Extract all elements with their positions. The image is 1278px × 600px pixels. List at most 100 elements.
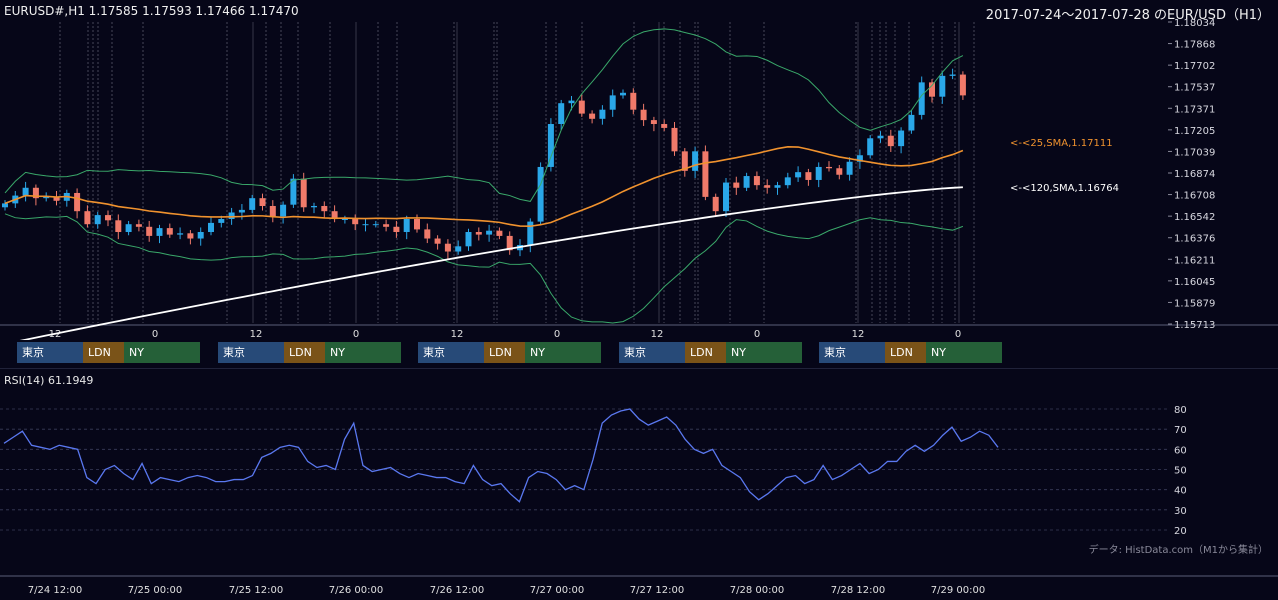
bearish-candle (702, 151, 709, 197)
hour-tick-label: 0 (554, 329, 560, 340)
hour-tick-label: 12 (852, 329, 865, 340)
bullish-candle (939, 75, 946, 97)
y-tick-label: 1.17039 (1174, 147, 1215, 158)
bearish-candle (331, 211, 338, 219)
bullish-candle (743, 176, 750, 188)
bearish-candle (74, 192, 81, 212)
rsi-chart[interactable]: 80 70 60 50 40 30 20 (0, 368, 1278, 568)
date-label: 7/29 00:00 (931, 585, 985, 596)
bullish-candle (22, 187, 29, 196)
bullish-candle (918, 82, 925, 115)
bearish-candle (475, 232, 482, 235)
bullish-candle (949, 74, 956, 76)
date-label: 7/25 00:00 (128, 585, 182, 596)
bullish-candle (795, 172, 802, 178)
y-tick-label: 1.17205 (1174, 126, 1215, 137)
bearish-candle (321, 205, 328, 212)
bullish-candle (218, 218, 225, 223)
bearish-candle (434, 238, 441, 244)
rsi-tick-label: 50 (1174, 466, 1187, 477)
bearish-candle (352, 218, 359, 225)
bullish-candle (156, 228, 163, 236)
symbol-info: EURUSD#,H1 1.17585 1.17593 1.17466 1.174… (4, 4, 299, 18)
ny-session: NY (726, 342, 802, 363)
rsi-tick-label: 80 (1174, 405, 1187, 416)
bearish-candle (135, 224, 142, 227)
hour-tick-label: 0 (152, 329, 158, 340)
bullish-candle (867, 138, 874, 156)
bearish-candle (146, 226, 153, 236)
session-group: 東京 LDN NY (819, 342, 1002, 363)
bearish-candle (105, 215, 111, 221)
bearish-candle (650, 120, 657, 125)
date-label: 7/25 12:00 (229, 585, 283, 596)
date-label: 7/26 00:00 (329, 585, 383, 596)
hour-tick-label: 0 (754, 329, 760, 340)
bullish-candle (341, 218, 348, 220)
y-tick-label: 1.15713 (1174, 320, 1215, 331)
ny-session: NY (525, 342, 601, 363)
bullish-candle (877, 135, 884, 139)
rsi-tick-label: 20 (1174, 526, 1187, 537)
tokyo-session: 東京 (418, 342, 484, 363)
bullish-candle (774, 185, 781, 188)
data-credit: データ: HistData.com（M1から集計） (1088, 545, 1268, 556)
ny-session: NY (124, 342, 200, 363)
london-session: LDN (685, 342, 726, 363)
y-tick-label: 1.17537 (1174, 83, 1215, 94)
bearish-candle (506, 235, 513, 251)
date-label: 7/27 00:00 (530, 585, 584, 596)
bullish-candle (815, 166, 822, 180)
bullish-candle (465, 232, 472, 247)
date-label: 7/24 12:00 (28, 585, 82, 596)
bearish-candle (733, 182, 740, 188)
tokyo-session: 東京 (619, 342, 685, 363)
bullish-candle (908, 114, 915, 131)
bullish-candle (558, 103, 565, 125)
bullish-candle (208, 222, 214, 233)
date-range-title: 2017-07-24～2017-07-28 のEUR/USD（H1） (985, 8, 1270, 23)
bearish-candle (959, 74, 966, 96)
bollinger-upper (4, 28, 964, 202)
rsi-tick-label: 30 (1174, 506, 1187, 517)
bullish-candle (599, 109, 606, 119)
y-tick-label: 1.16045 (1174, 277, 1215, 288)
bullish-candle (372, 224, 379, 226)
bullish-candle (527, 221, 534, 246)
rsi-tick-label: 60 (1174, 445, 1187, 456)
hour-tick-label: 12 (451, 329, 464, 340)
rsi-label: RSI(14) 61.1949 (4, 374, 94, 387)
bearish-candle (32, 187, 39, 199)
y-tick-label: 1.18034 (1174, 18, 1215, 29)
bullish-candle (568, 100, 575, 104)
bearish-candle (383, 224, 390, 227)
rsi-tick-label: 40 (1174, 486, 1187, 497)
ny-session: NY (325, 342, 401, 363)
y-tick-label: 1.17371 (1174, 104, 1215, 115)
bearish-candle (589, 113, 596, 119)
bearish-candle (661, 124, 668, 128)
bearish-candle (53, 196, 60, 201)
bearish-candle (269, 205, 276, 217)
bullish-candle (620, 92, 626, 96)
price-chart[interactable]: 1.18034 1.17868 1.17702 1.17537 1.17371 1.172… (0, 0, 1278, 340)
bullish-candle (228, 212, 235, 219)
bearish-candle (414, 218, 420, 230)
bearish-candle (578, 100, 585, 114)
y-tick-label: 1.16376 (1174, 234, 1215, 245)
bullish-candle (692, 151, 699, 171)
bullish-candle (784, 177, 791, 186)
london-session: LDN (284, 342, 325, 363)
date-label: 7/26 12:00 (430, 585, 484, 596)
bearish-candle (681, 151, 688, 171)
y-tick-label: 1.16708 (1174, 191, 1215, 202)
bearish-candle (805, 172, 812, 180)
bollinger-lower (4, 213, 964, 324)
bullish-candle (177, 233, 184, 235)
bearish-candle (166, 228, 173, 235)
session-group: 東京 LDN NY (218, 342, 401, 363)
london-session: LDN (83, 342, 124, 363)
y-tick-label: 1.17868 (1174, 40, 1215, 51)
session-group: 東京 LDN NY (418, 342, 601, 363)
date-label: 7/28 00:00 (730, 585, 784, 596)
